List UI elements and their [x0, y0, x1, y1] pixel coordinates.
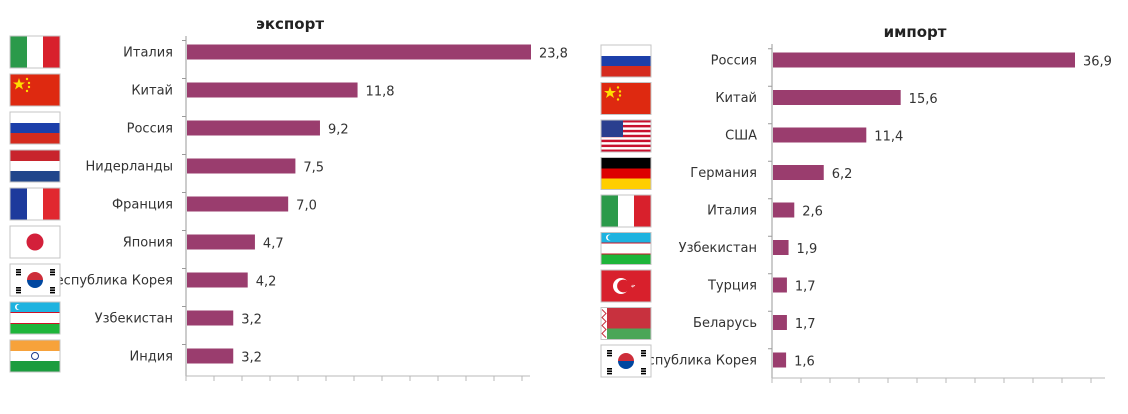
value-label: 9,2 [328, 123, 349, 138]
germany-flag-icon [601, 158, 651, 190]
bar [187, 121, 320, 136]
italy-flag-icon [601, 195, 651, 227]
bar [187, 159, 295, 174]
value-label: 3,2 [241, 313, 262, 328]
category-label: Индия [130, 350, 173, 365]
value-label: 2,6 [802, 205, 823, 220]
bar [773, 165, 824, 180]
value-label: 23,8 [539, 47, 568, 62]
bar [773, 353, 786, 368]
value-label: 4,2 [256, 275, 277, 290]
category-label: Россия [127, 122, 173, 137]
bar [187, 349, 233, 364]
bar [187, 273, 248, 288]
category-label: Турция [707, 279, 757, 294]
category-label: Япония [123, 236, 173, 251]
category-label: Россия [711, 54, 757, 69]
value-label: 11,8 [366, 85, 395, 100]
russia-flag-icon [601, 45, 651, 77]
turkey-flag-icon [601, 270, 651, 302]
bar [773, 53, 1075, 68]
china-flag-icon [10, 74, 60, 106]
category-label: США [725, 129, 757, 144]
category-label: Китай [715, 91, 757, 106]
category-label: Китай [131, 84, 173, 99]
south-korea-flag-icon [10, 264, 60, 296]
category-label: Узбекистан [679, 241, 757, 256]
value-label: 1,7 [795, 280, 816, 295]
bar [773, 240, 789, 255]
bar [187, 83, 358, 98]
china-flag-icon [601, 83, 651, 115]
category-label: Италия [707, 204, 757, 219]
bar [187, 197, 288, 212]
japan-flag-icon [10, 226, 60, 258]
bar [773, 90, 901, 105]
value-label: 7,0 [296, 199, 317, 214]
value-label: 36,9 [1083, 55, 1112, 70]
bar [773, 278, 787, 293]
italy-flag-icon [10, 36, 60, 68]
bar [187, 45, 531, 60]
usa-flag-icon [601, 120, 651, 152]
belarus-flag-icon [601, 308, 651, 340]
value-label: 1,9 [797, 242, 818, 257]
value-label: 3,2 [241, 351, 262, 366]
import-chart: импорт Россия 36,9 Китай 15,6 США 11,4 Германия… [601, 23, 1112, 383]
category-label: Беларусь [693, 316, 757, 331]
india-flag-icon [10, 340, 60, 372]
uzbekistan-flag-icon [601, 233, 651, 265]
russia-flag-icon [10, 112, 60, 144]
south-korea-flag-icon [601, 345, 651, 377]
france-flag-icon [10, 188, 60, 220]
chart-title: импорт [884, 23, 947, 41]
value-label: 4,7 [263, 237, 284, 252]
value-label: 15,6 [909, 92, 938, 107]
value-label: 11,4 [874, 130, 903, 145]
uzbekistan-flag-icon [10, 302, 60, 334]
chart-title: экспорт [256, 15, 324, 33]
value-label: 1,6 [794, 355, 815, 370]
category-label: Франция [112, 198, 173, 213]
export-chart: экспорт Италия 23,8 Китай 11,8 Россия 9,2 Нидер… [10, 15, 568, 381]
category-label: Италия [123, 46, 173, 61]
bar [773, 203, 794, 218]
bar [187, 311, 233, 326]
value-label: 6,2 [832, 167, 853, 182]
bar [773, 315, 787, 330]
value-label: 7,5 [303, 161, 324, 176]
category-label: Республика Корея [48, 274, 173, 289]
category-label: Германия [690, 166, 757, 181]
value-label: 1,7 [795, 317, 816, 332]
netherlands-flag-icon [10, 150, 60, 182]
bar [773, 128, 866, 143]
category-label: Нидерланды [86, 160, 174, 175]
bar [187, 235, 255, 250]
category-label: Узбекистан [95, 312, 173, 327]
